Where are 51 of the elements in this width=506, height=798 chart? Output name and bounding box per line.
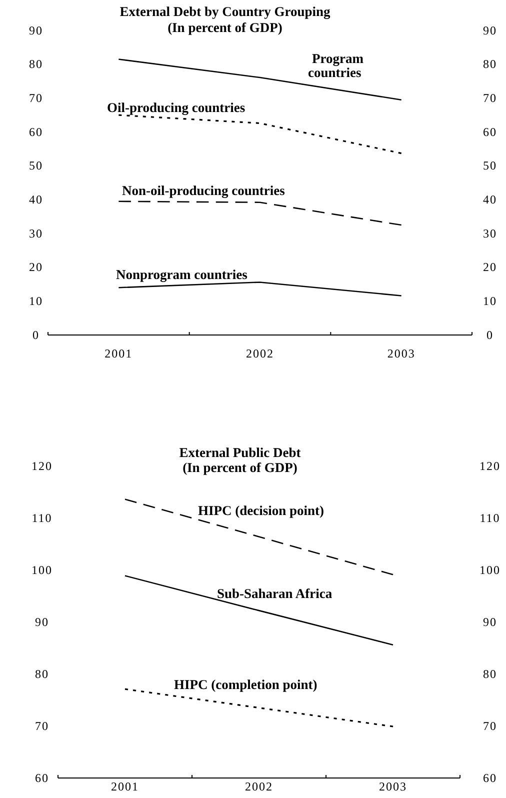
y2-tick-label: 70 <box>483 718 497 733</box>
y-tick-label: 60 <box>29 124 43 139</box>
y2-tick-label: 60 <box>483 124 497 139</box>
series-label: Non-oil-producing countries <box>122 183 285 198</box>
y-tick-label: 30 <box>29 226 43 240</box>
chart-subtitle: (In percent of GDP) <box>182 460 298 475</box>
y2-tick-label: 70 <box>483 91 497 106</box>
x-tick-label: 2003 <box>379 780 407 794</box>
y-tick-label: 20 <box>29 260 43 274</box>
series-label: Sub-Saharan Africa <box>217 586 332 601</box>
x-tick-label: 2001 <box>111 780 139 794</box>
y-tick-label: 10 <box>29 294 43 308</box>
y2-tick-label: 110 <box>480 510 500 525</box>
y2-tick-label: 80 <box>483 57 497 72</box>
y-tick-label: 60 <box>35 770 49 785</box>
y2-tick-label: 20 <box>483 260 497 274</box>
y2-tick-label: 90 <box>483 23 497 38</box>
x-tick-label: 2001 <box>104 346 133 361</box>
chart-subtitle: (In percent of GDP) <box>168 20 282 35</box>
y-tick-label: 120 <box>32 458 52 473</box>
series-label: HIPC (completion point) <box>174 677 318 692</box>
y-tick-label: 100 <box>32 562 52 577</box>
y-tick-label: 70 <box>29 91 43 106</box>
y-tick-label: 80 <box>35 666 49 681</box>
y-tick-label: 40 <box>29 192 43 207</box>
x-tick-label: 2003 <box>387 346 416 361</box>
chart-title: External Debt by Country Grouping <box>120 4 331 19</box>
y2-tick-label: 60 <box>483 770 497 785</box>
y-tick-label: 90 <box>35 614 49 629</box>
series-label: Oil-producing countries <box>107 100 246 115</box>
series-label: HIPC (decision point) <box>198 503 324 518</box>
chart-title: External Public Debt <box>179 445 302 460</box>
y2-tick-label: 10 <box>483 294 497 308</box>
y-tick-label: 50 <box>29 158 43 173</box>
y2-tick-label: 120 <box>480 458 500 473</box>
y-tick-label: 70 <box>35 718 49 733</box>
y-tick-label: 110 <box>32 510 52 525</box>
y2-tick-label: 40 <box>483 192 497 207</box>
y-tick-label: 90 <box>29 23 43 38</box>
y-tick-label: 80 <box>29 57 43 72</box>
y2-tick-label: 50 <box>483 158 497 173</box>
y2-tick-label: 80 <box>483 666 497 681</box>
series-label: Program countries <box>308 51 364 80</box>
x-tick-label: 2002 <box>245 780 273 794</box>
x-tick-label: 2002 <box>246 346 274 361</box>
y2-tick-label: 0 <box>486 328 494 342</box>
y2-tick-label: 90 <box>483 614 497 629</box>
y2-tick-label: 30 <box>483 226 497 240</box>
y-tick-label: 0 <box>32 328 40 342</box>
series-label: Nonprogram countries <box>116 267 248 282</box>
y2-tick-label: 100 <box>480 562 500 577</box>
